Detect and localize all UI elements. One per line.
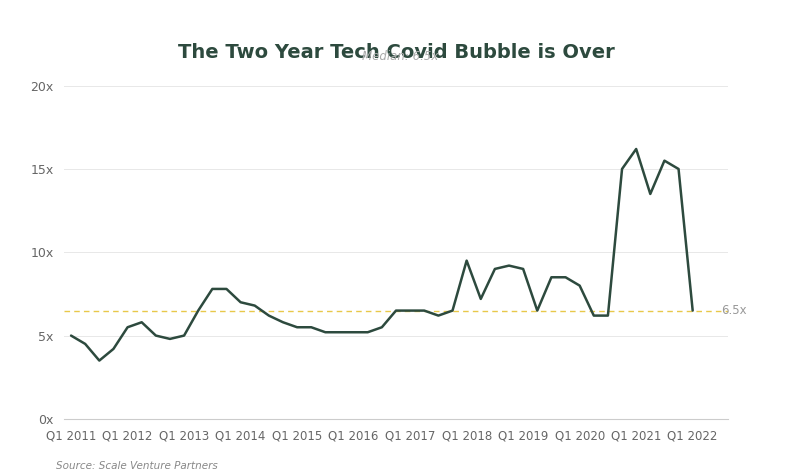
Title: The Two Year Tech Covid Bubble is Over: The Two Year Tech Covid Bubble is Over <box>178 43 614 62</box>
Text: Median: 6.5x: Median: 6.5x <box>362 50 438 63</box>
Text: 6.5x: 6.5x <box>721 304 746 317</box>
Text: Source: Scale Venture Partners: Source: Scale Venture Partners <box>56 461 218 471</box>
